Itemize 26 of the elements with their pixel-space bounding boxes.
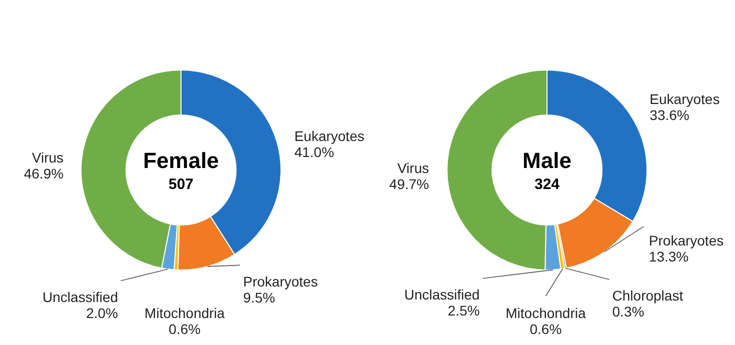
text: Female [143,148,219,173]
slice-label: Eukaryotes [650,90,720,107]
slice-label: Prokaryotes [648,232,724,248]
data-label: 46.9% [24,166,64,182]
slice-label: Chloroplast [612,288,684,304]
slice-label: Prokaryotes [243,273,318,290]
slice-label: Unclassified [42,289,118,306]
data-label: 49.7% [389,176,430,192]
slice-label: Unclassified [404,286,480,303]
data-label: 2.5% [448,302,480,319]
text: 507 [168,176,194,193]
slice-label: Virus [32,150,64,166]
slice-label: Mitochondria [144,304,225,321]
data-label: 0.3% [612,304,644,320]
text: 324 [534,176,560,193]
slice-label: Virus [397,160,430,176]
data-label: 9.5% [243,289,276,306]
data-label: 2.0% [86,305,118,322]
data-label: 13.3% [648,248,689,264]
slice-label: Eukaryotes [294,128,364,144]
text: Male [522,148,572,173]
data-label: 33.6% [650,106,690,123]
data-label: 0.6% [530,320,562,337]
slice-label: Mitochondria [506,304,586,321]
data-label: 41.0% [294,144,334,160]
data-label: 0.6% [168,320,201,337]
